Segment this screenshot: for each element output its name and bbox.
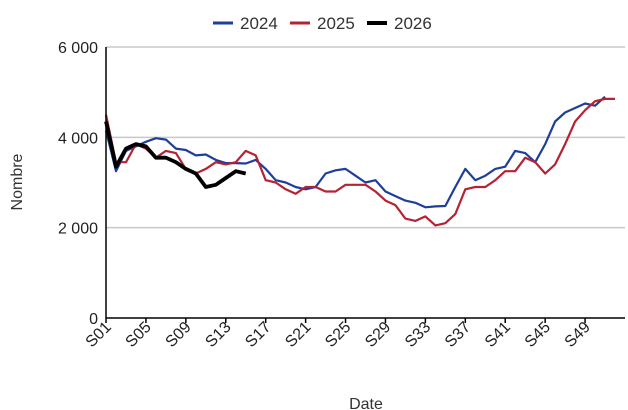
x-tick-label: S05 — [123, 319, 155, 351]
legend-label-2025: 2025 — [317, 14, 355, 33]
y-tick-labels: 0 2 000 4 000 6 000 — [58, 40, 98, 328]
x-tick-label: S33 — [402, 319, 434, 351]
x-axis-title: Date — [349, 396, 383, 410]
series-line-2024 — [104, 95, 606, 209]
series-line-2026 — [104, 121, 247, 189]
series-line-2025 — [104, 97, 615, 227]
x-tick-label: S09 — [163, 319, 195, 351]
x-tick-label: S25 — [322, 319, 354, 351]
y-tick-label: 6 000 — [58, 40, 98, 57]
x-tick-labels: S01 S05 S09 S13 S17 S21 S25 S29 S33 S37 S41 S45 S49 — [83, 318, 594, 351]
x-tick-label: S29 — [362, 319, 394, 351]
x-tick-label: S45 — [522, 319, 554, 351]
x-tick-label: S01 — [83, 319, 115, 351]
legend-label-2024: 2024 — [240, 14, 278, 33]
plot-lines — [104, 95, 615, 227]
y-tick-label: 0 — [89, 311, 98, 328]
chart-legend: 2024 2025 2026 — [213, 14, 432, 33]
x-tick-label: S41 — [482, 319, 514, 351]
legend-label-2026: 2026 — [394, 14, 432, 33]
grid-lines — [106, 46, 625, 229]
plot-axes — [105, 47, 625, 319]
x-tick-label: S17 — [242, 319, 274, 351]
y-tick-label: 4 000 — [58, 130, 98, 147]
y-axis-title: Nombre — [9, 153, 26, 210]
x-tick-label: S13 — [202, 319, 234, 351]
x-tick-label: S37 — [442, 319, 474, 351]
y-tick-label: 2 000 — [58, 221, 98, 238]
x-tick-label: S49 — [562, 319, 594, 351]
x-tick-label: S21 — [282, 319, 314, 351]
